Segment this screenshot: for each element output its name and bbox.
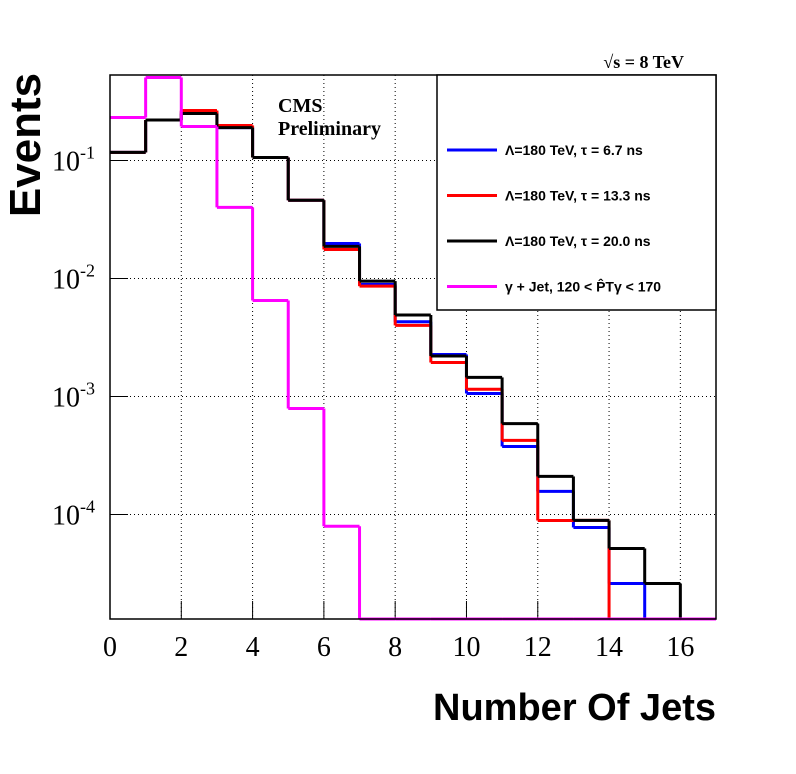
- x-tick-label: 0: [103, 632, 117, 663]
- energy-label: √s = 8 TeV: [603, 52, 684, 72]
- x-tick-label: 4: [246, 632, 260, 663]
- cms-label: CMS: [278, 95, 322, 117]
- y-tick-exponent: -2: [80, 260, 95, 280]
- x-tick-label: 12: [524, 632, 552, 663]
- x-tick-label: 14: [595, 632, 623, 663]
- y-tick-base: 10: [52, 500, 80, 531]
- y-tick-exponent: -3: [80, 378, 95, 398]
- y-axis-label: Events: [1, 73, 50, 217]
- plot-frame: [109, 74, 717, 620]
- x-tick-label: 6: [317, 632, 331, 663]
- legend-label: Λ=180 TeV, τ = 20.0 ns: [505, 233, 651, 249]
- y-tick-base: 10: [52, 146, 80, 177]
- x-axis-label: Number Of Jets: [433, 687, 716, 729]
- legend-label: Λ=180 TeV, τ = 6.7 ns: [505, 142, 643, 158]
- x-tick-label: 8: [388, 632, 402, 663]
- legend-label: γ + Jet, 120 < P̂Tγ < 170: [505, 277, 661, 294]
- x-tick-label: 2: [174, 632, 188, 663]
- y-tick-label: 10-3: [52, 378, 95, 413]
- y-tick-base: 10: [52, 382, 80, 413]
- legend-box: [436, 74, 717, 311]
- x-tick-label: 10: [452, 632, 480, 663]
- y-tick-exponent: -4: [80, 496, 95, 516]
- legend-label: Λ=180 TeV, τ = 13.3 ns: [505, 188, 651, 204]
- y-tick-label: 10-2: [52, 260, 95, 295]
- preliminary-label: Preliminary: [278, 118, 381, 140]
- y-tick-exponent: -1: [80, 142, 95, 162]
- y-tick-base: 10: [52, 264, 80, 295]
- y-tick-label: 10-1: [52, 142, 95, 177]
- y-tick-label: 10-4: [52, 496, 95, 531]
- x-tick-label: 16: [666, 632, 694, 663]
